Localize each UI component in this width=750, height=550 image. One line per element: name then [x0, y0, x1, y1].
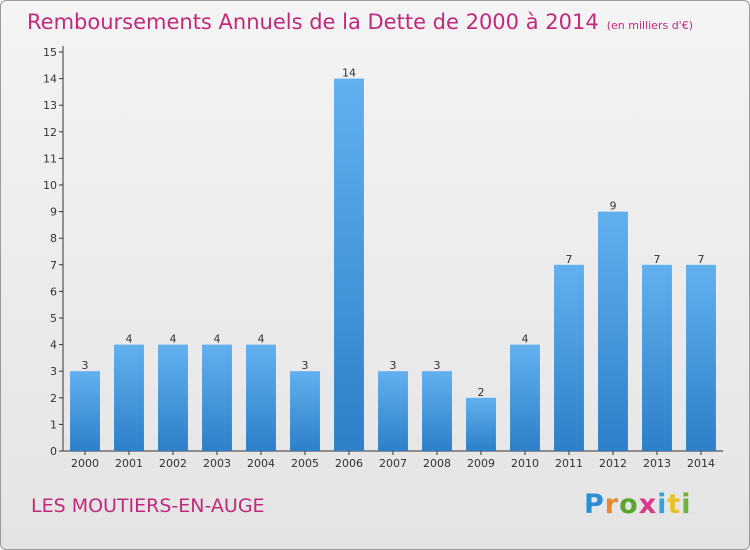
- bar: [598, 211, 628, 451]
- bar-value-label: 9: [610, 200, 617, 213]
- x-tick-label: 2008: [423, 457, 451, 470]
- y-tick-label: 2: [50, 392, 57, 405]
- logo-letter: x: [638, 489, 658, 520]
- y-tick-label: 6: [50, 285, 57, 298]
- y-tick-label: 4: [50, 339, 57, 352]
- y-tick-label: 8: [50, 232, 57, 245]
- bar-value-label: 2: [478, 386, 485, 399]
- bar-value-label: 4: [522, 333, 529, 346]
- bar: [246, 344, 276, 451]
- x-tick-label: 2003: [203, 457, 231, 470]
- bar-value-label: 3: [390, 359, 397, 372]
- proxiti-logo: Proxiti: [584, 489, 692, 520]
- x-tick-label: 2000: [71, 457, 99, 470]
- x-tick-label: 2011: [555, 457, 583, 470]
- bar: [466, 397, 496, 451]
- y-tick-label: 14: [43, 73, 57, 86]
- bar: [158, 344, 188, 451]
- logo-letter: t: [667, 489, 682, 520]
- bar-value-label: 4: [126, 333, 133, 346]
- chart-title-text: Remboursements Annuels de la Dette de 20…: [27, 10, 599, 34]
- bar-value-label: 7: [654, 253, 661, 266]
- bar: [510, 344, 540, 451]
- bar: [202, 344, 232, 451]
- logo-letter: r: [604, 489, 620, 520]
- y-tick-label: 11: [43, 152, 57, 165]
- bar-value-label: 7: [698, 253, 705, 266]
- chart-title: Remboursements Annuels de la Dette de 20…: [27, 10, 693, 34]
- bar: [70, 371, 100, 451]
- x-tick-label: 2002: [159, 457, 187, 470]
- y-tick-label: 12: [43, 126, 57, 139]
- y-tick-label: 1: [50, 418, 57, 431]
- x-tick-label: 2013: [643, 457, 671, 470]
- x-tick-label: 2009: [467, 457, 495, 470]
- bar: [554, 264, 584, 451]
- x-tick-label: 2005: [291, 457, 319, 470]
- logo-letter: o: [619, 489, 639, 520]
- y-tick-label: 5: [50, 312, 57, 325]
- bar: [378, 371, 408, 451]
- y-tick-label: 9: [50, 206, 57, 219]
- bar-value-label: 4: [214, 333, 221, 346]
- x-tick-label: 2001: [115, 457, 143, 470]
- y-tick-label: 3: [50, 365, 57, 378]
- bar-value-label: 7: [566, 253, 573, 266]
- bar-value-label: 3: [434, 359, 441, 372]
- y-tick-label: 15: [43, 46, 57, 59]
- bar: [290, 371, 320, 451]
- bar: [422, 371, 452, 451]
- commune-name: LES MOUTIERS-EN-AUGE: [31, 495, 265, 517]
- bar-value-label: 3: [82, 359, 89, 372]
- x-tick-label: 2014: [687, 457, 715, 470]
- bar: [686, 264, 716, 451]
- y-tick-label: 7: [50, 259, 57, 272]
- y-tick-label: 0: [50, 445, 57, 458]
- chart-unit: (en milliers d'€): [606, 19, 693, 32]
- x-tick-label: 2004: [247, 457, 275, 470]
- bar-value-label: 14: [342, 67, 356, 80]
- x-tick-label: 2007: [379, 457, 407, 470]
- bar-value-label: 3: [302, 359, 309, 372]
- bar: [114, 344, 144, 451]
- logo-letter: P: [584, 489, 605, 520]
- x-tick-label: 2006: [335, 457, 363, 470]
- bar-value-label: 4: [170, 333, 177, 346]
- bar-value-label: 4: [258, 333, 265, 346]
- logo-letter: i: [657, 489, 668, 520]
- bar: [334, 78, 364, 451]
- y-tick-label: 13: [43, 99, 57, 112]
- bar: [642, 264, 672, 451]
- x-tick-label: 2010: [511, 457, 539, 470]
- x-tick-label: 2012: [599, 457, 627, 470]
- logo-letter: i: [681, 489, 692, 520]
- y-tick-label: 10: [43, 179, 57, 192]
